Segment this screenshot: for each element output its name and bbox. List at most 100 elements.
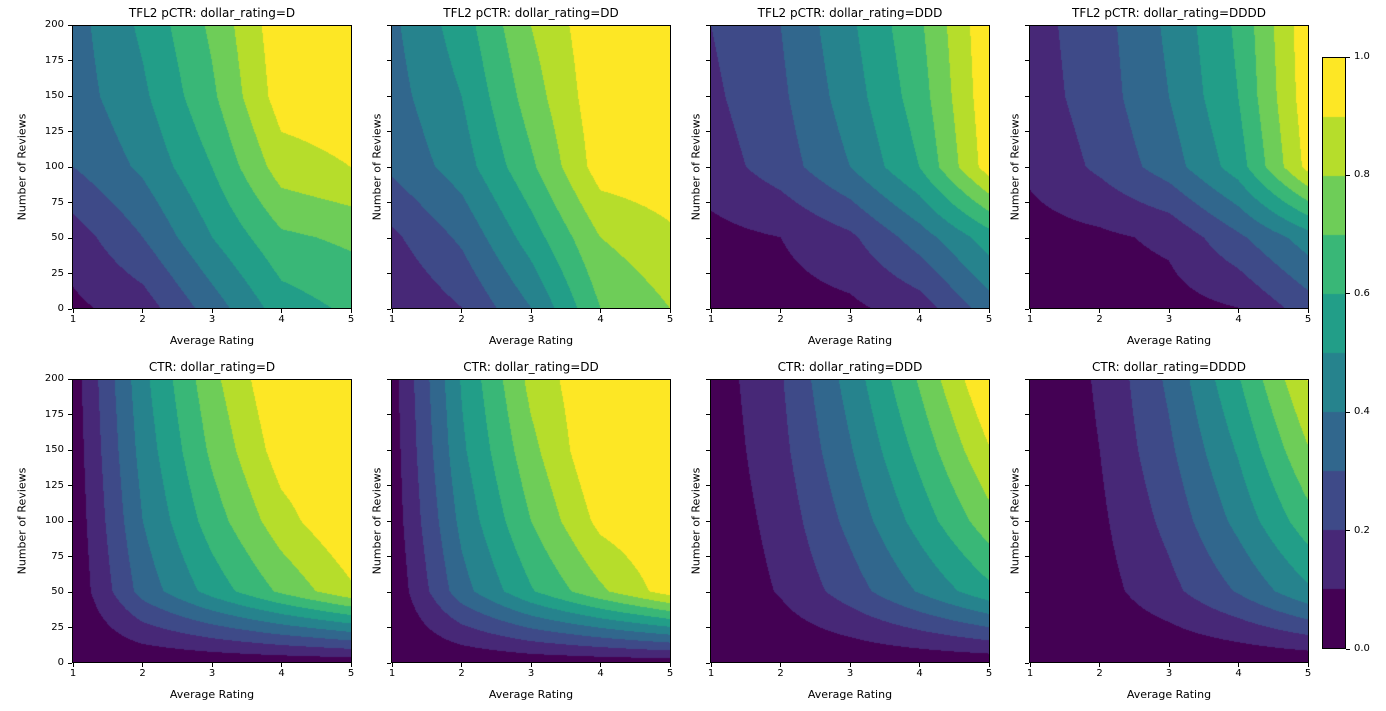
- x-tick-mark: [1099, 663, 1100, 667]
- x-tick-label: 2: [458, 668, 465, 679]
- y-tick-mark: [706, 520, 710, 522]
- colorbar-tick-mark: [1346, 293, 1350, 295]
- y-tick-label: 0: [57, 303, 64, 314]
- subplot-title: CTR: dollar_rating=DD: [463, 360, 599, 374]
- x-axis-label: Average Rating: [169, 688, 255, 701]
- x-tick-label: 3: [1165, 668, 1173, 679]
- y-tick-label: 0: [57, 657, 64, 668]
- y-tick-mark: [1025, 166, 1029, 168]
- x-tick-label: 1: [388, 314, 396, 325]
- x-tick-label: 5: [666, 314, 674, 325]
- x-tick-label: 1: [707, 314, 715, 325]
- x-axis-ticks: 1 2 3 4 5: [708, 663, 992, 687]
- y-tick-mark: [68, 414, 72, 415]
- y-tick-mark: [1025, 95, 1029, 97]
- y-tick-mark: [706, 449, 710, 451]
- x-tick-label: 3: [527, 314, 535, 325]
- colorbar-tick-label: 1.0: [1354, 51, 1370, 62]
- x-tick-mark: [142, 309, 143, 313]
- x-tick-label: 5: [347, 668, 355, 679]
- y-tick-mark: [1025, 591, 1029, 593]
- y-tick-mark: [387, 556, 391, 557]
- x-tick-label: 3: [1165, 314, 1173, 325]
- y-tick-mark: [1025, 237, 1029, 239]
- colorbar-ticks: 0.0 0.2 0.4 0.6 0.8 1.0: [1322, 51, 1386, 654]
- x-axis-ticks: 1 2 3 4 5: [389, 309, 673, 333]
- y-tick-mark: [68, 60, 72, 61]
- x-tick-label: 1: [707, 668, 715, 679]
- x-tick-label: 5: [347, 314, 355, 325]
- y-tick-label: 150: [44, 444, 64, 455]
- y-tick-mark: [68, 237, 72, 239]
- y-tick-mark: [706, 378, 710, 380]
- x-tick-label: 1: [1026, 668, 1034, 679]
- x-axis-ticks: 1 2 3 4 5: [70, 309, 354, 333]
- x-axis-label: Average Rating: [807, 688, 893, 701]
- contour-canvas: [711, 26, 989, 308]
- y-tick-mark: [1025, 627, 1029, 628]
- y-tick-mark: [1025, 308, 1029, 310]
- y-tick-mark: [1025, 131, 1029, 132]
- x-tick-label: 4: [597, 314, 604, 325]
- x-axis-ticks: 1 2 3 4 5: [70, 663, 354, 687]
- x-tick-mark: [849, 309, 851, 313]
- y-axis-ticks: [327, 24, 391, 310]
- x-tick-label: 2: [139, 314, 146, 325]
- y-axis-ticks: [965, 24, 1029, 310]
- x-tick-label: 5: [666, 668, 674, 679]
- contour-canvas: [711, 380, 989, 662]
- plots-grid: TFL2 pCTR: dollar_rating=D Number of Rev…: [8, 4, 1312, 711]
- x-tick-mark: [350, 663, 352, 667]
- colorbar-tick-mark: [1346, 411, 1350, 413]
- x-tick-label: 4: [597, 668, 604, 679]
- y-tick-mark: [68, 662, 72, 664]
- x-tick-label: 3: [208, 668, 216, 679]
- y-axis-ticks: 0 25 50 75 100 125 150 175 200: [8, 373, 72, 668]
- x-tick-label: 4: [278, 668, 285, 679]
- contour-canvas: [392, 26, 670, 308]
- y-tick-mark: [706, 627, 710, 628]
- y-tick-mark: [387, 202, 391, 203]
- x-tick-mark: [1168, 309, 1170, 313]
- y-tick-mark: [706, 131, 710, 132]
- x-tick-mark: [211, 663, 213, 667]
- colorbar: 0.0 0.2 0.4 0.6 0.8 1.0: [1322, 51, 1386, 654]
- y-tick-label: 75: [51, 196, 64, 208]
- y-tick-mark: [387, 95, 391, 97]
- plot-area: [710, 379, 990, 663]
- y-tick-mark: [706, 95, 710, 97]
- x-tick-label: 2: [1096, 314, 1103, 325]
- y-tick-label: 200: [44, 373, 64, 384]
- y-tick-mark: [706, 308, 710, 310]
- y-tick-mark: [387, 24, 391, 26]
- contour-canvas: [73, 380, 351, 662]
- plot-area: [72, 25, 352, 309]
- colorbar-tick-mark: [1346, 530, 1350, 532]
- plot-area: [1029, 379, 1309, 663]
- x-tick-label: 2: [458, 314, 465, 325]
- contour-canvas: [73, 26, 351, 308]
- plot-area: [1029, 25, 1309, 309]
- y-tick-label: 150: [44, 90, 64, 101]
- y-tick-mark: [387, 273, 391, 274]
- y-tick-mark: [68, 273, 72, 274]
- y-tick-mark: [68, 520, 72, 522]
- colorbar-tick-label: 0.0: [1354, 643, 1370, 654]
- y-tick-mark: [387, 591, 391, 593]
- y-tick-mark: [387, 414, 391, 415]
- x-tick-mark: [530, 309, 532, 313]
- x-tick-mark: [919, 309, 920, 313]
- x-tick-label: 4: [1235, 314, 1242, 325]
- y-tick-mark: [387, 166, 391, 168]
- x-tick-label: 3: [846, 668, 854, 679]
- y-tick-mark: [1025, 520, 1029, 522]
- contour-canvas: [1030, 380, 1308, 662]
- x-tick-mark: [530, 663, 532, 667]
- colorbar-tick-label: 0.4: [1354, 406, 1370, 418]
- x-tick-mark: [710, 309, 712, 313]
- x-axis-label: Average Rating: [807, 334, 893, 347]
- y-tick-mark: [68, 131, 72, 132]
- x-tick-label: 3: [208, 314, 216, 325]
- x-tick-mark: [669, 309, 671, 313]
- y-tick-mark: [1025, 449, 1029, 451]
